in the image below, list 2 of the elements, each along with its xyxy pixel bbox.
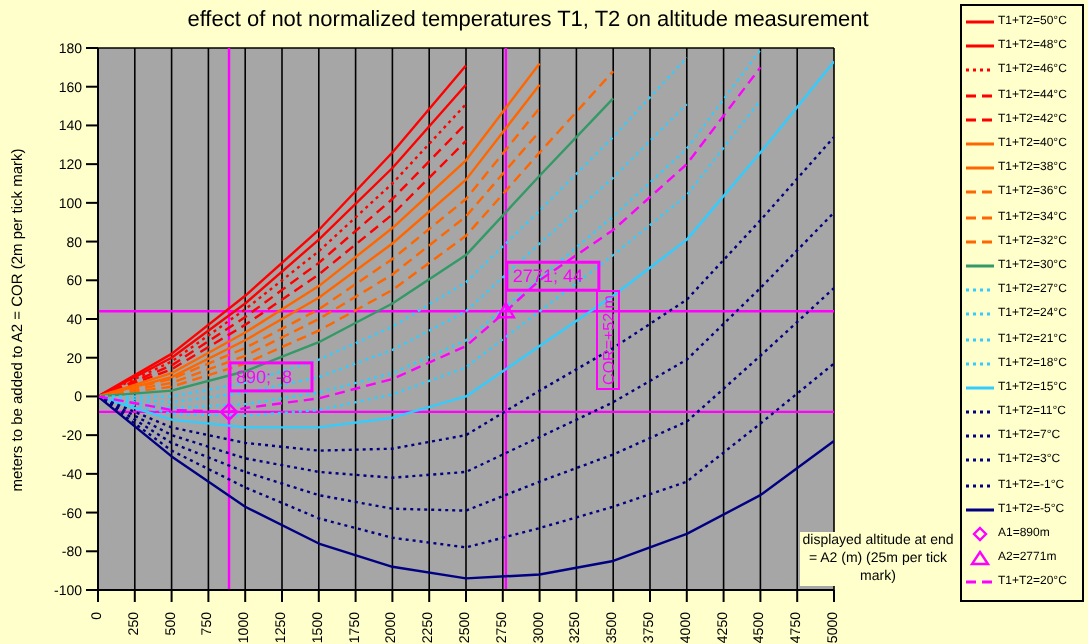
- chart-title: effect of not normalized temperatures T1, T2 on altitude measurement: [185, 8, 871, 32]
- annotation: COR=+52 m: [596, 290, 620, 390]
